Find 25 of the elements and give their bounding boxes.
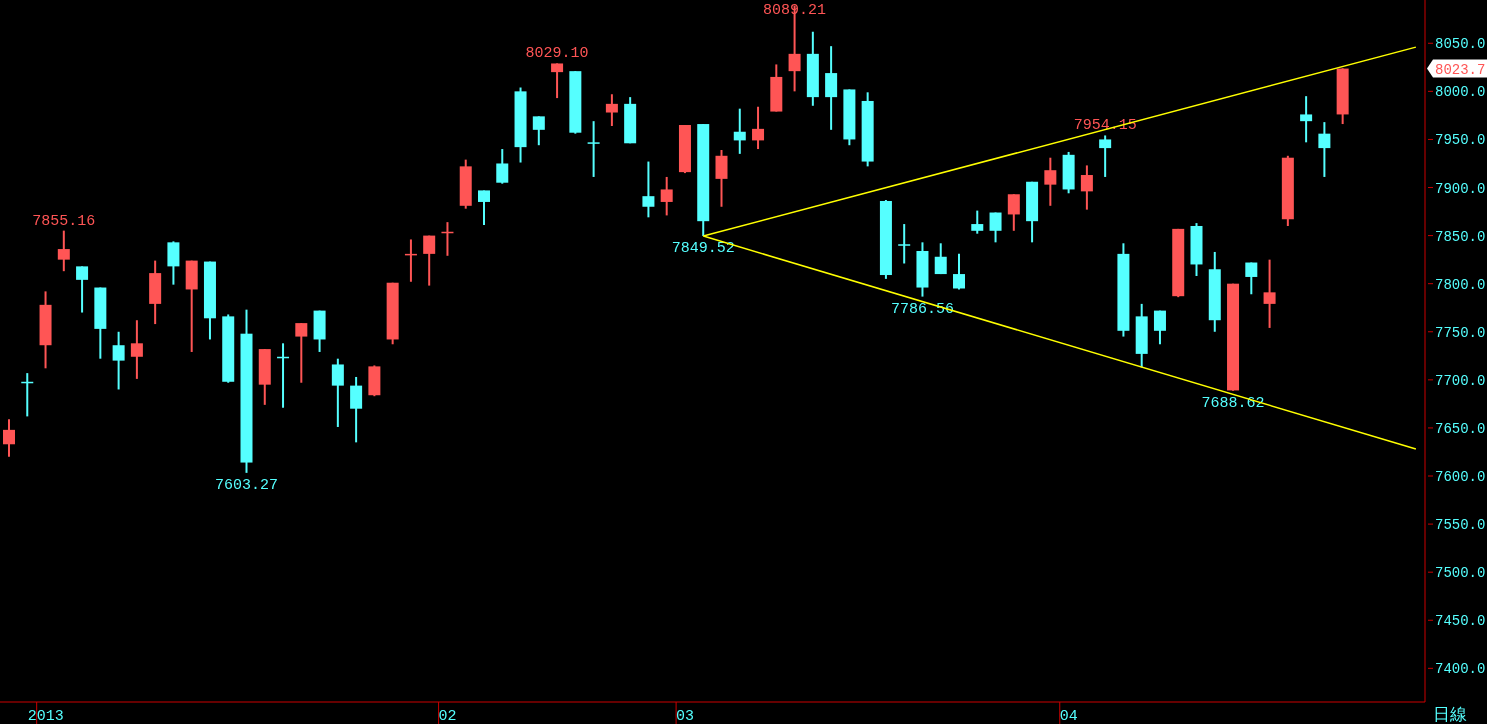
y-tick-label: 8050.0 — [1435, 36, 1486, 53]
text: 7688.62 — [1201, 394, 1265, 412]
y-tick-label: 8023.7 — [1435, 61, 1486, 78]
text: 7855.16 — [32, 212, 96, 230]
y-tick-label: 7650.0 — [1435, 420, 1486, 437]
text: 8029.10 — [525, 45, 589, 63]
y-tick-label: 7800.0 — [1435, 276, 1486, 293]
y-tick-label: 7750.0 — [1435, 324, 1486, 341]
y-tick-label: 7550.0 — [1435, 517, 1486, 534]
text: 7849.52 — [671, 240, 735, 258]
y-tick-label: 7850.0 — [1435, 228, 1486, 245]
y-tick-label: 7900.0 — [1435, 180, 1486, 197]
y-tick-label: 7450.0 — [1435, 613, 1486, 630]
y-tick-label: 7500.0 — [1435, 565, 1486, 582]
text: 7786.56 — [890, 300, 954, 318]
text: 日線 — [1433, 703, 1467, 724]
x-tick-label: 03 — [676, 708, 695, 724]
x-tick-label: 02 — [438, 708, 457, 724]
y-tick-label: 7700.0 — [1435, 372, 1486, 389]
y-tick-label: 7400.0 — [1435, 661, 1486, 678]
y-tick-label: 8000.0 — [1435, 84, 1486, 101]
y-tick-label: 7950.0 — [1435, 132, 1486, 149]
text: 7603.27 — [214, 476, 279, 494]
y-tick-label: 7600.0 — [1435, 469, 1486, 486]
x-tick-label: 04 — [1059, 708, 1078, 724]
